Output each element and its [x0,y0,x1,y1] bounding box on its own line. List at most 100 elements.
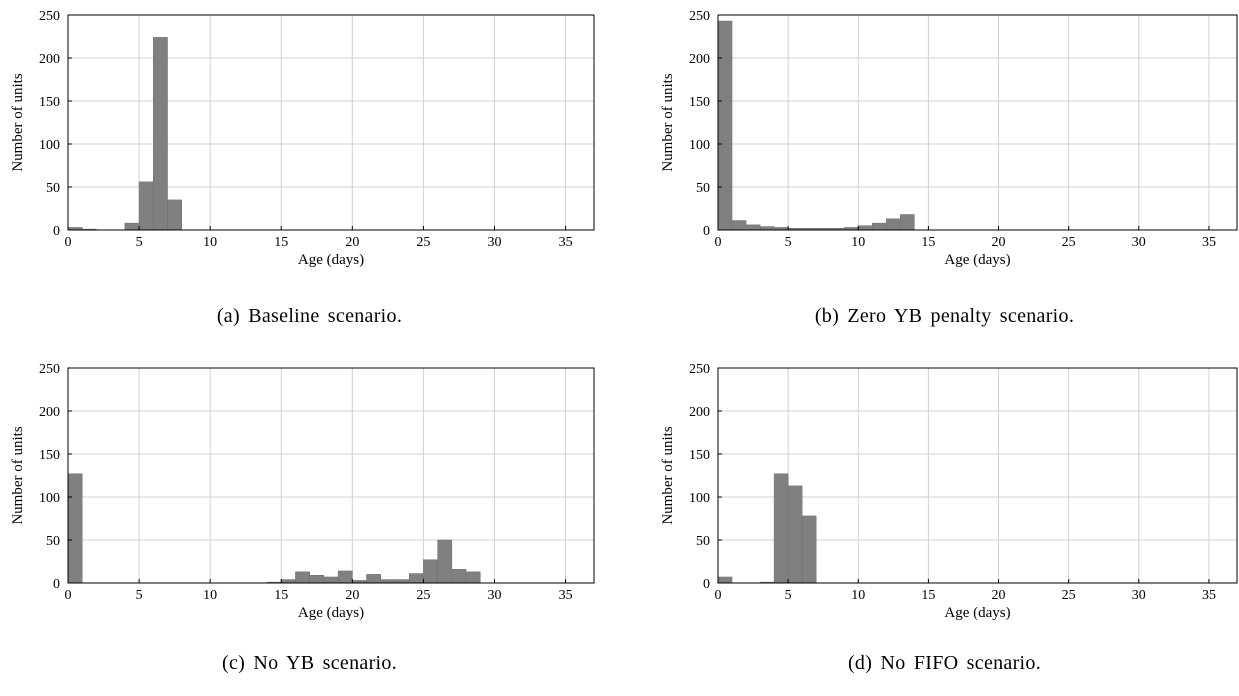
x-tick-label: 15 [921,235,935,250]
y-axis-label: Number of units [660,73,676,171]
x-tick-label: 10 [203,588,217,603]
x-tick-label: 25 [1062,235,1076,250]
histogram-bar [408,573,424,584]
histogram-bar [67,473,83,584]
x-tick-label: 10 [851,588,865,603]
x-tick-label: 5 [136,588,143,603]
plot-frame [67,367,595,584]
histogram-bar [858,225,873,231]
y-tick-label: 200 [689,52,710,67]
histogram-bar [787,485,803,584]
histogram-bar [366,574,382,584]
histogram-bar [872,222,887,231]
histogram-bar [717,20,733,231]
y-tick-label: 50 [46,181,60,196]
histogram-bar [437,539,453,584]
y-tick-label: 200 [39,52,60,67]
histogram-bar [124,222,140,231]
plot-frame [67,14,595,231]
x-tick-label: 20 [992,588,1006,603]
x-tick-label: 5 [785,588,792,603]
chart-panel-d: 0 5 10 15 20 25 30 35 0 50 100 150 200 250 Age (days) N… [650,353,1239,696]
histogram-bar [745,224,761,231]
histogram-bar [323,576,339,584]
histogram-bar [167,199,182,231]
y-tick-label: 250 [689,9,710,24]
histogram-bar [759,226,775,231]
histogram-bar [801,515,817,584]
x-tick-label: 20 [345,235,359,250]
x-tick-label: 35 [1202,235,1216,250]
caption-d: (d) No FIFO scenario. [847,652,1042,674]
histogram-bar [337,570,353,584]
x-tick-label: 30 [487,588,501,603]
y-axis-label: Number of units [10,426,26,524]
x-tick-label: 10 [203,235,217,250]
chart-panel-c: 0 5 10 15 20 25 30 35 0 50 100 150 200 250 Age (days) N… [0,353,619,696]
y-tick-label: 200 [689,405,710,420]
x-tick-label: 30 [1132,588,1146,603]
x-tick-label: 20 [345,588,359,603]
histogram-bar [380,579,396,584]
x-tick-label: 35 [1202,588,1216,603]
plot-frame [717,367,1238,584]
histogram-b: 0 5 10 15 20 25 30 35 0 50 100 150 200 250 Age (days) N… [660,9,1238,268]
x-axis-label: Age (days) [298,252,364,268]
x-tick-label: 25 [416,588,430,603]
x-axis-label: Age (days) [944,605,1010,621]
histogram-bar [717,576,733,584]
histogram-bar [394,579,410,584]
histogram-bar [309,575,325,584]
histogram-bar [280,579,296,584]
caption-b: (b) Zero YB penalty scenario. [814,305,1075,327]
caption-c: (c) No YB scenario. [221,652,397,674]
y-tick-label: 100 [689,491,710,506]
plot-frame [717,14,1238,231]
histogram-bar [465,571,481,584]
y-tick-label: 0 [53,224,60,239]
histogram-bar [138,181,154,231]
histogram-bar [295,571,310,584]
x-tick-label: 15 [274,235,288,250]
x-tick-label: 20 [992,235,1006,250]
x-axis-label: Age (days) [298,605,364,621]
histogram-a: 0 5 10 15 20 25 30 35 0 50 100 150 200 250 Age (days) N… [10,9,595,268]
histogram-c: 0 5 10 15 20 25 30 35 0 50 100 150 200 250 Age (days) N… [10,362,595,621]
x-tick-label: 25 [1062,588,1076,603]
histogram-bar [423,559,438,584]
y-tick-label: 0 [703,577,710,592]
y-tick-label: 200 [39,405,60,420]
x-tick-label: 15 [921,588,935,603]
x-tick-label: 25 [416,235,430,250]
y-tick-label: 0 [703,224,710,239]
histogram-bar [451,568,467,584]
y-tick-label: 250 [689,362,710,377]
x-tick-label: 5 [136,235,143,250]
y-tick-label: 50 [696,534,710,549]
y-tick-label: 50 [46,534,60,549]
x-tick-label: 35 [559,588,573,603]
y-axis-label: Number of units [660,426,676,524]
y-tick-label: 100 [689,138,710,153]
histogram-d: 0 5 10 15 20 25 30 35 0 50 100 150 200 250 Age (days) N… [660,362,1238,621]
x-tick-label: 0 [65,235,72,250]
y-tick-label: 100 [39,138,60,153]
chart-panel-a: 0 5 10 15 20 25 30 35 0 50 100 150 200 250 Age (days) N… [0,0,619,343]
x-tick-label: 35 [559,235,573,250]
y-tick-label: 250 [39,9,60,24]
y-tick-label: 150 [39,95,60,110]
x-tick-label: 0 [715,235,722,250]
x-tick-label: 0 [65,588,72,603]
x-tick-label: 0 [715,588,722,603]
y-tick-label: 150 [689,95,710,110]
histogram-bar [731,220,747,231]
histogram-bar [773,473,789,584]
y-tick-label: 150 [39,448,60,463]
y-tick-label: 0 [53,577,60,592]
x-tick-label: 30 [487,235,501,250]
y-tick-label: 150 [689,448,710,463]
x-tick-label: 15 [274,588,288,603]
y-axis-label: Number of units [10,73,26,171]
histogram-bar [886,218,901,231]
x-axis-label: Age (days) [944,252,1010,268]
